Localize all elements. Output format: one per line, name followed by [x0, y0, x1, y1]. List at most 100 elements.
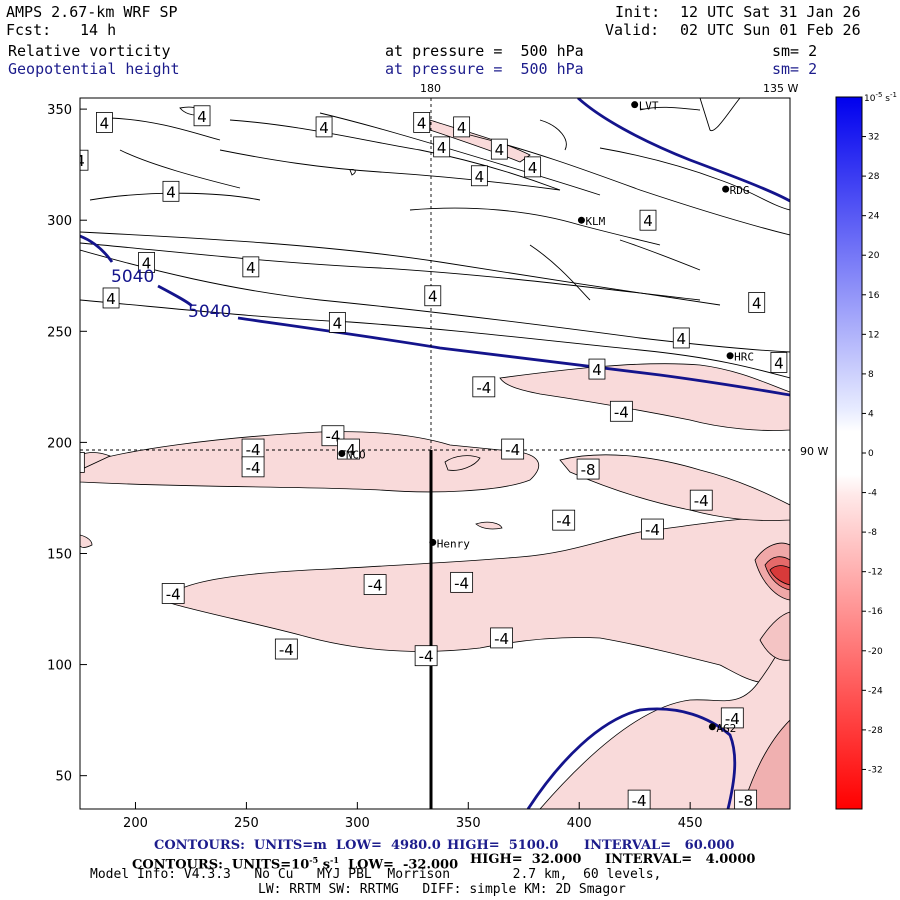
lon-135w-label: 135 W [763, 82, 798, 95]
contour-label-value: -4 [246, 441, 261, 459]
contour-label: 4 [471, 166, 487, 186]
contour-label: 4 [96, 112, 112, 132]
contour-label: 4 [194, 106, 210, 126]
contour-label-value: 4 [752, 294, 762, 312]
lon-180-label: 180 [420, 82, 441, 95]
contour-label-value: -4 [166, 585, 181, 603]
station-dot [429, 539, 436, 546]
contour-label: -4 [641, 519, 663, 539]
station-marker: RDG [722, 184, 749, 197]
x-tick-label: 300 [345, 816, 370, 831]
colorbar-units: 10-5 s-1 [864, 91, 897, 104]
contour-label-value: 4 [46, 246, 56, 264]
contour-label: 4 [163, 181, 179, 201]
contour-label-value: -4 [246, 459, 261, 477]
contour-label-value: 4 [807, 301, 817, 319]
station-dot [722, 186, 729, 193]
contour-label: -4 [451, 572, 473, 592]
y-tick-label: 100 [47, 659, 72, 674]
height-contour-info: CONTOURS: UNITS=m LOW= 4980.0 [154, 839, 441, 853]
contour-label: 4 [673, 328, 689, 348]
y-tick-label: 150 [47, 547, 72, 562]
contour-label-box [43, 244, 59, 264]
contour-label-value: 4 [100, 114, 110, 132]
contour-label: -4 [610, 401, 632, 421]
negative-vorticity-fill [80, 120, 790, 809]
model-info: Model Info: V4.3.3 No Cu MYJ PBL Morriso… [90, 868, 661, 882]
contour-label-value: 4 [437, 139, 447, 157]
contour-label-value: -4 [419, 648, 434, 666]
colorbar-tick-label: -32 [868, 765, 883, 775]
contour-label-value: 4 [457, 119, 467, 137]
contour-label: 4 [640, 210, 656, 230]
contour-label: 4 [804, 299, 820, 319]
contour-label: 4 [316, 117, 332, 137]
station-marker: LVT [631, 100, 659, 113]
contour-label: -4 [628, 790, 650, 810]
station-marker: Henry [429, 537, 470, 550]
contour-label: -8 [577, 459, 599, 479]
contour-label: -4 [491, 628, 513, 648]
colorbar-tick-label: -24 [868, 686, 883, 696]
colorbar-tick-label: 8 [868, 370, 874, 380]
height-label-5040-a: 5040 [111, 267, 154, 287]
contour-label: -4 [473, 377, 495, 397]
contour-label-value: -8 [581, 461, 596, 479]
contour-label-value: 4 [592, 361, 602, 379]
contour-label: -4 [364, 575, 386, 595]
x-tick-label: 400 [567, 816, 592, 831]
contour-label: 4 [491, 139, 507, 159]
contour-label-value: 4 [197, 108, 207, 126]
x-tick-label: 200 [123, 816, 148, 831]
y-tick-label: 200 [47, 436, 72, 451]
contour-label: 4 [525, 157, 541, 177]
contour-label-value: -4 [368, 577, 383, 595]
contour-label: 4 [414, 112, 430, 132]
colorbar-tick-label: 16 [868, 291, 880, 301]
contour-label-value: -4 [694, 492, 709, 510]
vorticity-map: 4 44 4 44 444 44444 4 444 4 44444-4-4-4-4 -4 -4 -4-8… [0, 0, 900, 900]
contour-label-value: 4 [428, 288, 438, 306]
contour-label-value: -4 [614, 403, 629, 421]
contour-label-value: -4 [279, 641, 294, 659]
colorbar-tick-label: 24 [868, 212, 880, 222]
vort-contour-interval: INTERVAL= 4.0000 [605, 853, 755, 867]
station-name: NCO [346, 449, 366, 462]
station-name: Henry [437, 537, 470, 550]
x-tick-label: 350 [456, 816, 481, 831]
contour-label-value: 4 [475, 168, 485, 186]
y-tick-label: 300 [47, 214, 72, 229]
station-dot [631, 101, 638, 108]
contour-label: -4 [275, 639, 297, 659]
model-physics: LW: RRTM SW: RRTMG DIFF: simple KM: 2D S… [258, 883, 626, 897]
colorbar-tick-label: -12 [868, 568, 883, 578]
contour-label: 4 [243, 257, 259, 277]
contour-label-value: 4 [417, 114, 427, 132]
colorbar-tick-label: 28 [868, 172, 880, 182]
height-label-5040-b: 5040 [188, 302, 231, 322]
colorbar-tick-label: 32 [868, 133, 879, 143]
contour-label-value: -4 [556, 512, 571, 530]
station-dot [709, 723, 716, 730]
height-contour-high: HIGH= 5100.0 [447, 839, 558, 853]
contour-label-value: -4 [454, 574, 469, 592]
contour-label-value: 4 [246, 259, 256, 277]
contour-label-box [804, 299, 820, 319]
contour-label: -4 [502, 439, 524, 459]
contour-label-value: 4 [528, 159, 538, 177]
contour-label-box [50, 130, 66, 150]
y-tick-label: 50 [55, 770, 72, 785]
contour-label: 4 [50, 130, 66, 150]
contour-label-value: 4 [677, 330, 687, 348]
colorbar-tick-label: -28 [868, 726, 883, 736]
contour-label: 4 [589, 359, 605, 379]
contour-label: 4 [434, 137, 450, 157]
contour-label-value: -4 [505, 441, 520, 459]
lat-90w-label: 90 W [800, 445, 828, 458]
colorbar-tick-label: 4 [868, 409, 874, 419]
contour-label: -4 [690, 490, 712, 510]
contour-label: -4 [2, 439, 24, 459]
station-name: LVT [639, 100, 659, 113]
contour-label: -4 [242, 457, 264, 477]
contour-label-value: -4 [494, 630, 509, 648]
